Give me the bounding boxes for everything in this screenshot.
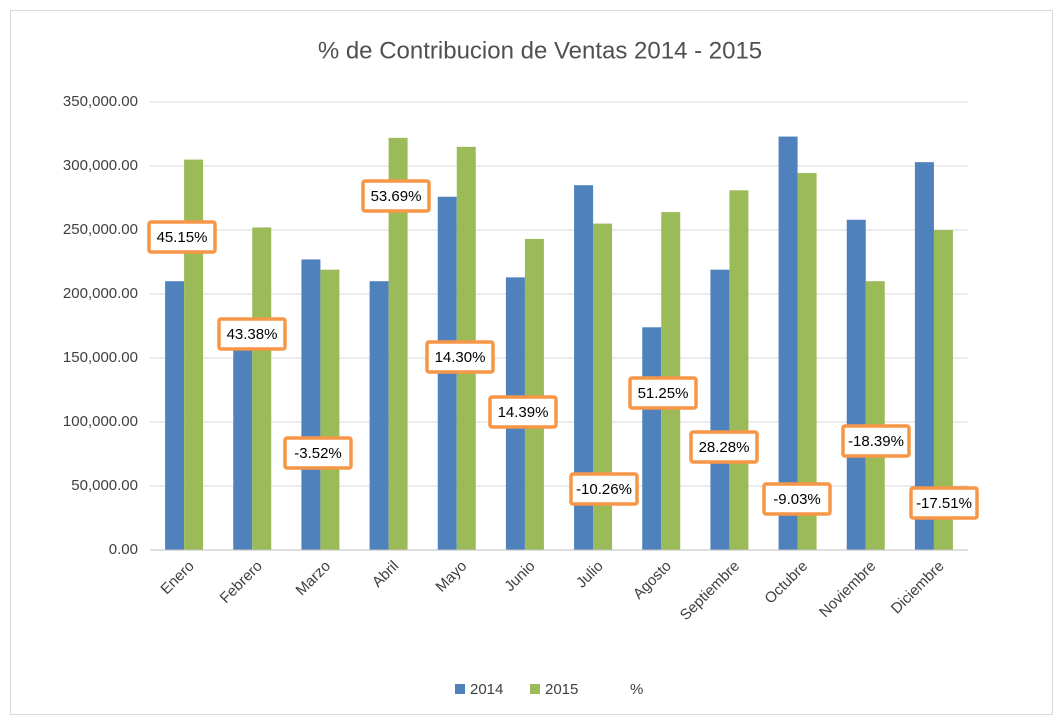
bar	[778, 136, 798, 550]
y-tick-label: 0.00	[109, 541, 138, 558]
data-label: 43.38%	[227, 326, 278, 343]
data-label-box	[689, 430, 759, 464]
bar	[797, 173, 817, 551]
data-label: 28.28%	[699, 439, 750, 456]
bar	[865, 281, 885, 550]
data-label: -9.03%	[773, 491, 821, 508]
y-tick-label: 350,000.00	[63, 93, 138, 110]
chart-title: % de Contribucion de Ventas 2014 - 2015	[318, 37, 762, 64]
data-label-box	[909, 486, 979, 520]
bar	[165, 281, 185, 550]
legend-label: %	[630, 681, 643, 698]
legend-swatch	[530, 684, 540, 694]
bar	[710, 269, 730, 550]
bar	[184, 159, 204, 550]
bar	[320, 269, 340, 550]
y-tick-label: 100,000.00	[63, 413, 138, 430]
data-label-box	[488, 395, 558, 429]
y-tick-label: 200,000.00	[63, 285, 138, 302]
legend-swatch	[455, 684, 465, 694]
data-label-box	[569, 472, 639, 506]
bar	[593, 223, 613, 550]
bar	[933, 230, 953, 550]
data-label: 51.25%	[638, 385, 689, 402]
bar	[252, 227, 272, 550]
data-label: -10.26%	[576, 481, 632, 498]
data-label-box	[841, 424, 911, 458]
data-label: 45.15%	[157, 229, 208, 246]
data-label: 53.69%	[371, 188, 422, 205]
bar	[914, 162, 934, 550]
bar	[388, 137, 408, 550]
data-label: -18.39%	[848, 433, 904, 450]
bar	[524, 238, 544, 550]
bar	[574, 185, 594, 550]
legend-label: 2014	[470, 681, 503, 698]
bar	[729, 190, 749, 550]
data-label-box	[628, 376, 698, 410]
data-label: 14.30%	[435, 349, 486, 366]
data-label-box	[283, 436, 353, 470]
y-tick-label: 150,000.00	[63, 349, 138, 366]
data-label: 14.39%	[498, 404, 549, 421]
bar	[642, 327, 662, 550]
data-label-box	[425, 340, 495, 374]
data-label-box	[217, 317, 287, 351]
y-tick-label: 250,000.00	[63, 221, 138, 238]
data-label-box	[762, 482, 832, 516]
y-tick-label: 50,000.00	[71, 477, 138, 494]
data-label: -3.52%	[294, 445, 342, 462]
data-label: -17.51%	[916, 495, 972, 512]
data-label-box	[361, 179, 431, 213]
bar	[301, 259, 321, 550]
bar	[846, 219, 866, 550]
y-tick-label: 300,000.00	[63, 157, 138, 174]
bar	[369, 281, 389, 550]
data-label-box	[147, 220, 217, 254]
legend-label: 2015	[545, 681, 578, 698]
bar	[233, 324, 253, 550]
